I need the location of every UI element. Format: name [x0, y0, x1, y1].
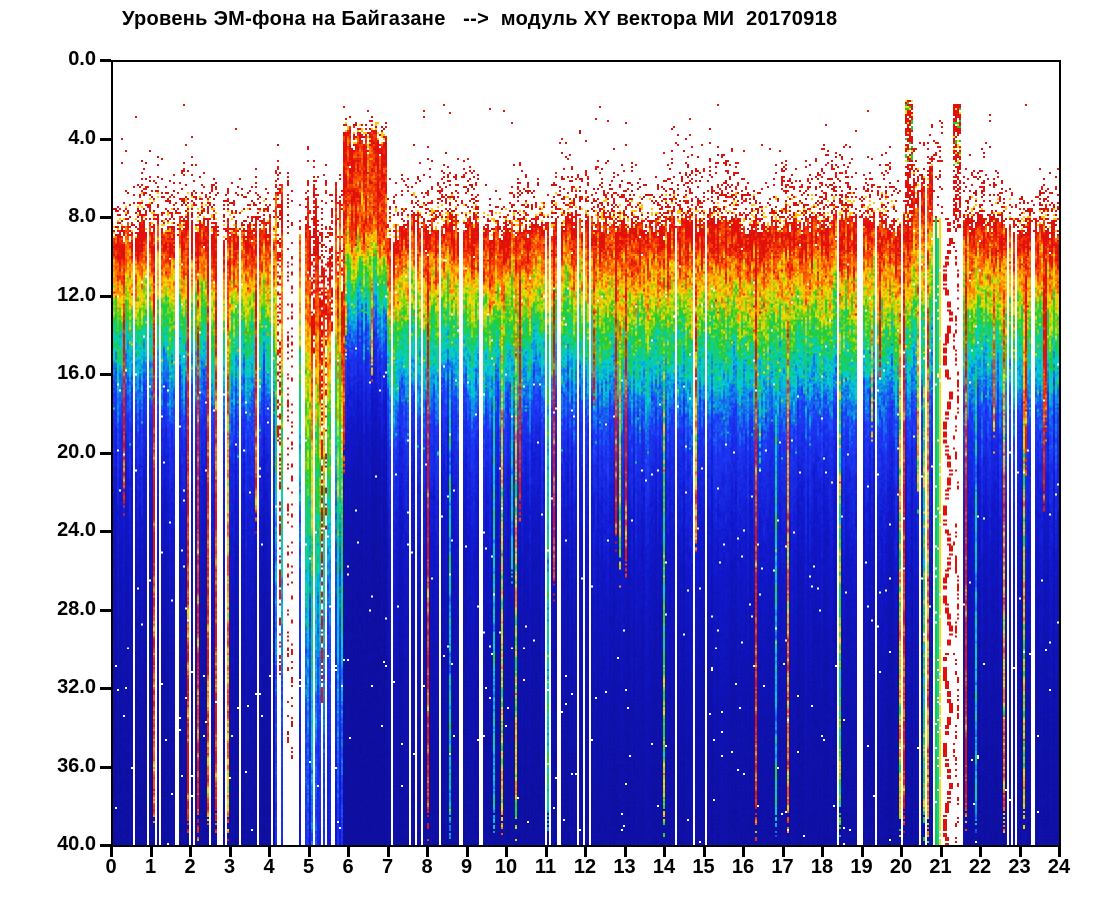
- y-tick-label: 20.0: [57, 440, 96, 463]
- x-tick-label: 19: [850, 856, 873, 878]
- y-tick-mark: [100, 294, 111, 298]
- x-tick-mark: [149, 847, 153, 857]
- x-tick-label: 0: [105, 856, 117, 878]
- x-tick-label: 22: [968, 856, 992, 878]
- x-tick-label: 8: [421, 856, 433, 878]
- x-tick-label: 9: [460, 856, 473, 878]
- x-tick-label: 15: [692, 856, 715, 878]
- x-tick-mark: [228, 847, 232, 857]
- x-tick-label: 7: [381, 856, 394, 878]
- y-tick-label: 8.0: [68, 205, 96, 227]
- x-tick-mark: [189, 847, 192, 857]
- x-tick-mark: [347, 847, 350, 857]
- x-tick-mark: [742, 847, 745, 857]
- y-tick-mark: [100, 59, 111, 62]
- x-tick-label: 12: [573, 856, 597, 878]
- x-tick-label: 11: [534, 856, 557, 878]
- x-tick-mark: [939, 847, 943, 857]
- chart-title: Уровень ЭМ-фона на Байгазане --> модуль …: [122, 8, 838, 30]
- y-tick-mark: [100, 451, 111, 455]
- y-tick-mark: [100, 687, 111, 690]
- y-tick-label: 32.0: [57, 676, 96, 698]
- y-tick-label: 28.0: [57, 597, 96, 620]
- x-tick-label: 5: [302, 856, 315, 878]
- y-tick-mark: [100, 530, 111, 533]
- x-tick-mark: [465, 847, 469, 857]
- x-tick-mark: [1018, 847, 1022, 857]
- x-tick-label: 17: [771, 856, 794, 878]
- x-tick-mark: [702, 847, 706, 857]
- x-tick-mark: [900, 847, 903, 857]
- y-tick-mark: [100, 216, 111, 219]
- x-tick-mark: [110, 847, 113, 857]
- x-tick-label: 18: [810, 856, 834, 878]
- x-tick-label: 14: [652, 856, 676, 878]
- x-tick-label: 20: [889, 856, 913, 878]
- x-tick-label: 1: [144, 856, 157, 878]
- x-tick-mark: [781, 847, 785, 857]
- x-tick-label: 3: [223, 856, 236, 878]
- x-tick-mark: [544, 847, 548, 857]
- x-tick-label: 23: [1008, 856, 1031, 878]
- x-tick-mark: [505, 847, 508, 857]
- x-tick-mark: [979, 847, 982, 857]
- x-tick-mark: [307, 847, 311, 857]
- x-tick-mark: [584, 847, 587, 857]
- y-tick-label: 36.0: [57, 754, 96, 777]
- y-tick-mark: [100, 608, 111, 612]
- x-tick-mark: [821, 847, 824, 857]
- y-tick-label: 16.0: [57, 362, 96, 384]
- y-tick-label: 24.0: [57, 519, 96, 541]
- y-tick-mark: [100, 373, 111, 376]
- x-tick-mark: [268, 847, 271, 857]
- x-tick-label: 16: [731, 856, 755, 878]
- x-tick-mark: [663, 847, 666, 857]
- x-tick-label: 10: [494, 856, 518, 878]
- y-tick-mark: [100, 844, 111, 847]
- x-tick-label: 21: [929, 856, 952, 878]
- y-tick-label: 40.0: [57, 833, 96, 855]
- y-tick-mark: [100, 137, 111, 141]
- x-tick-mark: [623, 847, 627, 857]
- y-tick-mark: [100, 765, 111, 769]
- y-tick-label: 4.0: [68, 126, 96, 149]
- x-tick-label: 13: [613, 856, 636, 878]
- x-tick-mark: [386, 847, 390, 857]
- y-tick-label: 0.0: [68, 48, 96, 70]
- x-tick-label: 2: [184, 856, 196, 878]
- plot-frame: [111, 60, 1061, 847]
- y-tick-label: 12.0: [57, 283, 96, 306]
- x-tick-mark: [426, 847, 429, 857]
- x-tick-label: 6: [342, 856, 354, 878]
- x-tick-label: 24: [1047, 856, 1071, 878]
- spectrogram-canvas: [113, 62, 1059, 845]
- x-tick-mark: [1058, 847, 1061, 857]
- x-tick-label: 4: [263, 856, 275, 878]
- x-tick-mark: [860, 847, 864, 857]
